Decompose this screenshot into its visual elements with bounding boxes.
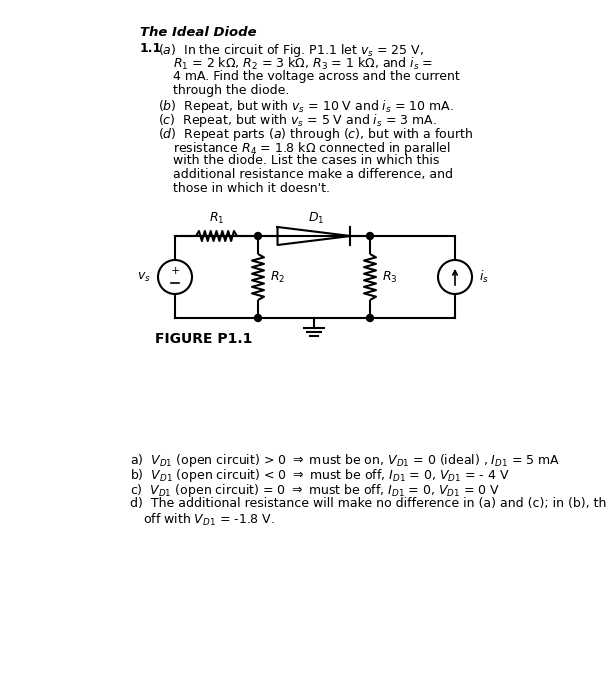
- Text: FIGURE P1.1: FIGURE P1.1: [155, 332, 252, 346]
- Circle shape: [367, 232, 373, 239]
- Circle shape: [255, 314, 262, 321]
- Text: $R_1$: $R_1$: [209, 211, 224, 226]
- Circle shape: [255, 232, 262, 239]
- Text: b)  $V_{D1}$ (open circuit) < 0 $\Rightarrow$ must be off, $I_{D1}$ = 0, $V_{D1}: b) $V_{D1}$ (open circuit) < 0 $\Rightar…: [130, 467, 510, 484]
- Text: +: +: [170, 266, 180, 276]
- Circle shape: [367, 314, 373, 321]
- Text: $v_s$: $v_s$: [137, 270, 151, 284]
- Text: d)  The additional resistance will make no difference in (a) and (c); in (b), th: d) The additional resistance will make n…: [130, 497, 606, 510]
- Text: with the diode. List the cases in which this: with the diode. List the cases in which …: [173, 154, 439, 167]
- Text: those in which it doesn't.: those in which it doesn't.: [173, 182, 330, 195]
- Text: $(a)$  In the circuit of Fig. P1.1 let $v_s$ = 25 V,: $(a)$ In the circuit of Fig. P1.1 let $v…: [158, 42, 424, 59]
- Text: $R_3$: $R_3$: [382, 270, 398, 284]
- Text: resistance $R_4$ = 1.8 k$\Omega$ connected in parallel: resistance $R_4$ = 1.8 k$\Omega$ connect…: [173, 140, 451, 157]
- Text: $(c)$  Repeat, but with $v_s$ = 5 V and $i_s$ = 3 mA.: $(c)$ Repeat, but with $v_s$ = 5 V and $…: [158, 112, 437, 129]
- Text: $(b)$  Repeat, but with $v_s$ = 10 V and $i_s$ = 10 mA.: $(b)$ Repeat, but with $v_s$ = 10 V and …: [158, 98, 454, 115]
- Text: a)  $V_{D1}$ (open circuit) > 0 $\Rightarrow$ must be on, $V_{D1}$ = 0 (ideal) ,: a) $V_{D1}$ (open circuit) > 0 $\Rightar…: [130, 452, 561, 469]
- Text: $R_2$: $R_2$: [270, 270, 285, 284]
- Text: $D_1$: $D_1$: [308, 211, 324, 226]
- Text: $i_s$: $i_s$: [479, 269, 489, 285]
- Text: additional resistance make a difference, and: additional resistance make a difference,…: [173, 168, 453, 181]
- Text: The Ideal Diode: The Ideal Diode: [140, 26, 256, 39]
- Text: through the diode.: through the diode.: [173, 84, 290, 97]
- Text: $R_1$ = 2 k$\Omega$, $R_2$ = 3 k$\Omega$, $R_3$ = 1 k$\Omega$, and $i_s$ =: $R_1$ = 2 k$\Omega$, $R_2$ = 3 k$\Omega$…: [173, 56, 433, 72]
- Text: $(d)$  Repeat parts $(a)$ through $(c)$, but with a fourth: $(d)$ Repeat parts $(a)$ through $(c)$, …: [158, 126, 473, 143]
- Text: c)  $V_{D1}$ (open circuit) = 0 $\Rightarrow$ must be off, $I_{D1}$ = 0, $V_{D1}: c) $V_{D1}$ (open circuit) = 0 $\Rightar…: [130, 482, 501, 499]
- Text: 1.1: 1.1: [140, 42, 162, 55]
- Text: off with $V_{D1}$ = -1.8 V.: off with $V_{D1}$ = -1.8 V.: [143, 512, 275, 528]
- Text: 4 mA. Find the voltage across and the current: 4 mA. Find the voltage across and the cu…: [173, 70, 460, 83]
